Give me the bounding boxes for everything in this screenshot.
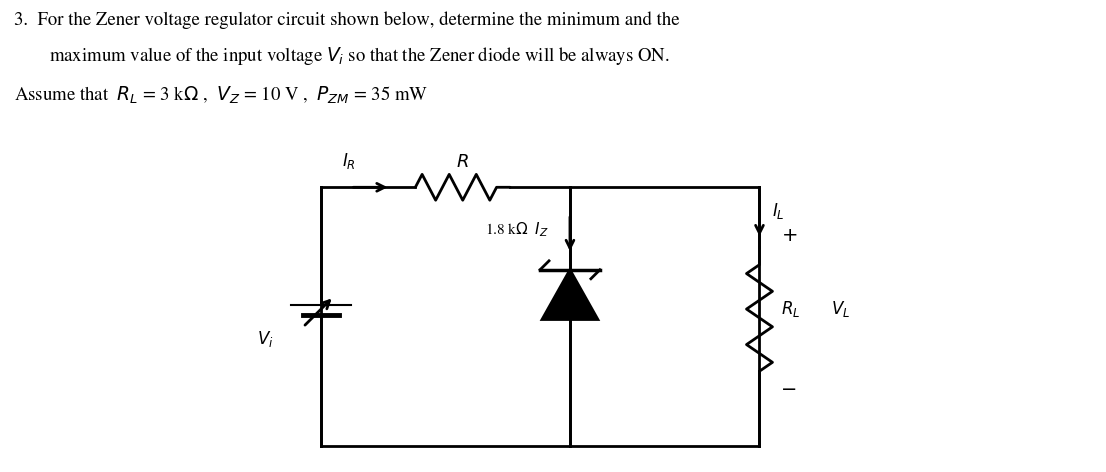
- Polygon shape: [542, 270, 598, 320]
- Text: +: +: [782, 226, 797, 244]
- Text: $V_L$: $V_L$: [832, 299, 851, 319]
- Text: 3.  For the Zener voltage regulator circuit shown below, determine the minimum a: 3. For the Zener voltage regulator circu…: [14, 11, 680, 29]
- Text: maximum value of the input voltage $V_i$ so that the Zener diode will be always : maximum value of the input voltage $V_i$…: [50, 45, 670, 67]
- Text: $I_R$: $I_R$: [342, 152, 355, 171]
- Text: 1.8 k$\Omega$  $I_Z$: 1.8 k$\Omega$ $I_Z$: [486, 221, 549, 239]
- Text: $R_L$: $R_L$: [782, 299, 801, 319]
- Text: −: −: [782, 379, 797, 398]
- Text: $V_i$: $V_i$: [258, 329, 274, 349]
- Text: $I_L$: $I_L$: [772, 201, 785, 220]
- Text: Assume that  $R_L$ = 3 k$\Omega$ ,  $V_Z$ = 10 V ,  $P_{ZM}$ = 35 mW: Assume that $R_L$ = 3 k$\Omega$ , $V_Z$ …: [14, 85, 429, 106]
- Text: $R$: $R$: [456, 154, 469, 171]
